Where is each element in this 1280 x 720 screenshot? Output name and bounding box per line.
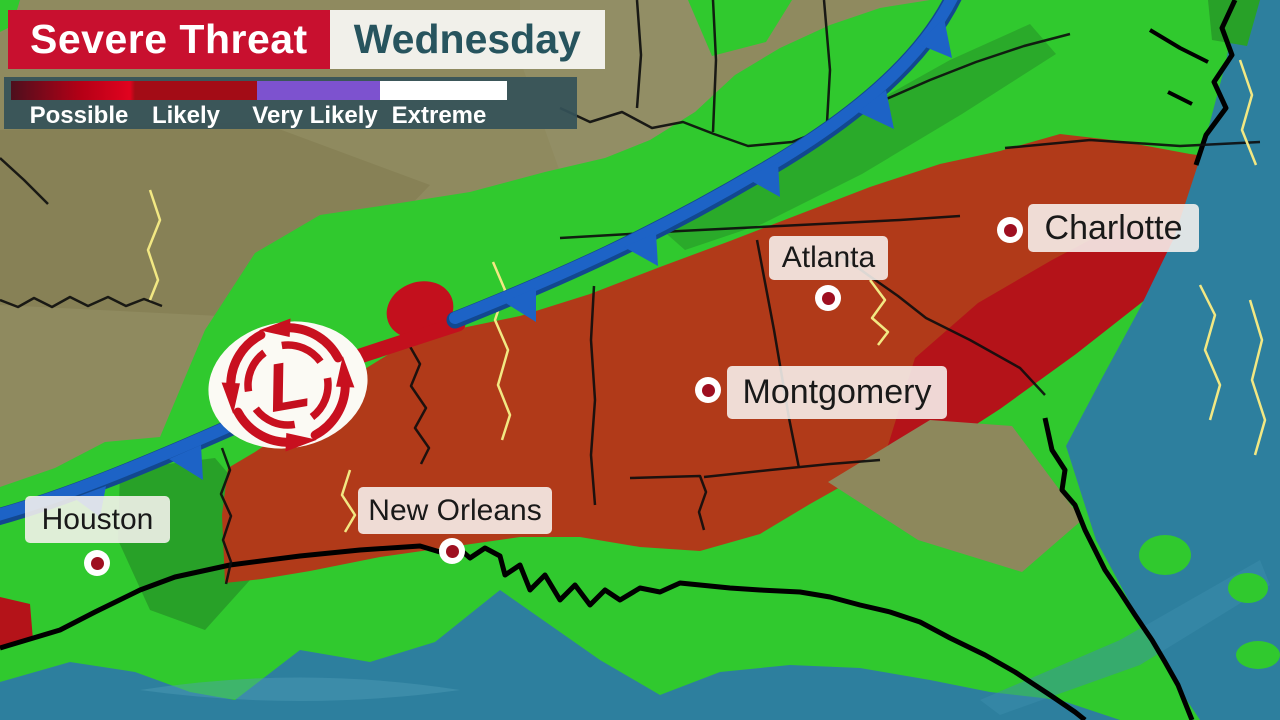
rotation-arrow bbox=[233, 407, 317, 452]
title-bar: Severe Threat Wednesday bbox=[8, 10, 605, 69]
title-day: Wednesday bbox=[329, 10, 605, 69]
severity-legend: Possible Likely Very Likely Extreme bbox=[4, 77, 577, 129]
page-title: Severe Threat bbox=[8, 10, 330, 69]
ocean-streak-southeast bbox=[980, 560, 1270, 715]
severity-legend-labels: Possible Likely Very Likely Extreme bbox=[4, 102, 577, 129]
legend-label-very-likely: Very Likely bbox=[252, 102, 378, 129]
threat-region-likely bbox=[0, 134, 1280, 649]
green-blob-offshore-1 bbox=[1139, 535, 1191, 575]
dark-green-patch-northeast-corner bbox=[1208, 0, 1260, 46]
city-label-houston: Houston bbox=[25, 496, 170, 543]
bay-squiggles bbox=[1148, 28, 1209, 106]
city-dot-atlanta bbox=[815, 285, 841, 311]
river-texas-west bbox=[146, 189, 162, 301]
cold-front-tooth bbox=[858, 90, 894, 129]
tan-wedge-south-georgia bbox=[828, 420, 1082, 572]
border-in-oh bbox=[711, 0, 718, 133]
border-la-ms bbox=[406, 342, 431, 465]
city-label-new-orleans: New Orleans bbox=[358, 487, 552, 534]
green-blob-offshore-3 bbox=[1236, 641, 1280, 669]
river-virginia bbox=[1238, 59, 1258, 166]
atlantic-coastline bbox=[1042, 417, 1195, 720]
cold-front-tooth bbox=[918, 18, 952, 58]
legend-label-likely: Likely bbox=[151, 102, 221, 129]
city-dot-charlotte bbox=[997, 217, 1023, 243]
rotation-arrow bbox=[310, 356, 355, 440]
low-pressure-ring bbox=[244, 341, 332, 429]
severity-gradient-bar bbox=[11, 81, 507, 100]
ocean-highlight-streak bbox=[140, 677, 460, 701]
dark-red-sliver-west bbox=[0, 597, 33, 649]
river-coastal-1 bbox=[1198, 284, 1222, 421]
low-pressure-icon: L bbox=[208, 318, 368, 452]
coastlines bbox=[0, 0, 1238, 720]
river-georgia bbox=[869, 279, 890, 346]
low-pressure-background bbox=[208, 321, 368, 449]
cold-front-tooth bbox=[624, 233, 658, 266]
atlantic-ocean bbox=[1066, 0, 1280, 720]
river-texas-east bbox=[491, 261, 512, 441]
chesapeake-coastline bbox=[1193, 0, 1238, 166]
low-pressure-arrows bbox=[221, 318, 355, 452]
city-dot-montgomery bbox=[695, 377, 721, 403]
likely-red-swath bbox=[222, 134, 1280, 583]
gulf-of-mexico bbox=[0, 590, 1120, 720]
cold-front-tooth bbox=[746, 162, 780, 197]
river-louisiana bbox=[340, 469, 357, 533]
dark-red-patch-georgia bbox=[885, 221, 1196, 455]
border-ms-al bbox=[589, 285, 597, 506]
rivers bbox=[146, 59, 1267, 533]
cold-front-sw bbox=[0, 410, 258, 521]
city-label-charlotte: Charlotte bbox=[1028, 204, 1199, 252]
border-red-river bbox=[0, 295, 163, 309]
border-il-in bbox=[635, 0, 643, 109]
rotation-arrow bbox=[259, 318, 343, 363]
cold-front-tooth bbox=[169, 445, 203, 480]
city-dot-new-orleans bbox=[439, 538, 465, 564]
border-wv bbox=[822, 0, 832, 141]
city-dot-houston bbox=[84, 550, 110, 576]
legend-label-extreme: Extreme bbox=[391, 102, 487, 129]
green-blob-offshore-2 bbox=[1228, 573, 1268, 603]
border-va-nc bbox=[1004, 138, 1261, 150]
border-nw-diagonal bbox=[0, 157, 49, 205]
state-borders bbox=[0, 0, 1261, 585]
border-tx-la bbox=[219, 447, 233, 585]
city-label-atlanta: Atlanta bbox=[769, 236, 888, 280]
dark-green-patch-tennessee bbox=[660, 24, 1056, 250]
border-ohio-river bbox=[559, 32, 1071, 148]
rotation-arrow bbox=[221, 330, 266, 414]
cold-front-tooth bbox=[504, 288, 536, 322]
river-coastal-2 bbox=[1248, 299, 1267, 456]
legend-label-possible: Possible bbox=[29, 102, 129, 129]
gulf-coastline bbox=[0, 542, 1087, 720]
city-label-montgomery: Montgomery bbox=[727, 366, 947, 419]
border-al-fl bbox=[629, 474, 708, 531]
